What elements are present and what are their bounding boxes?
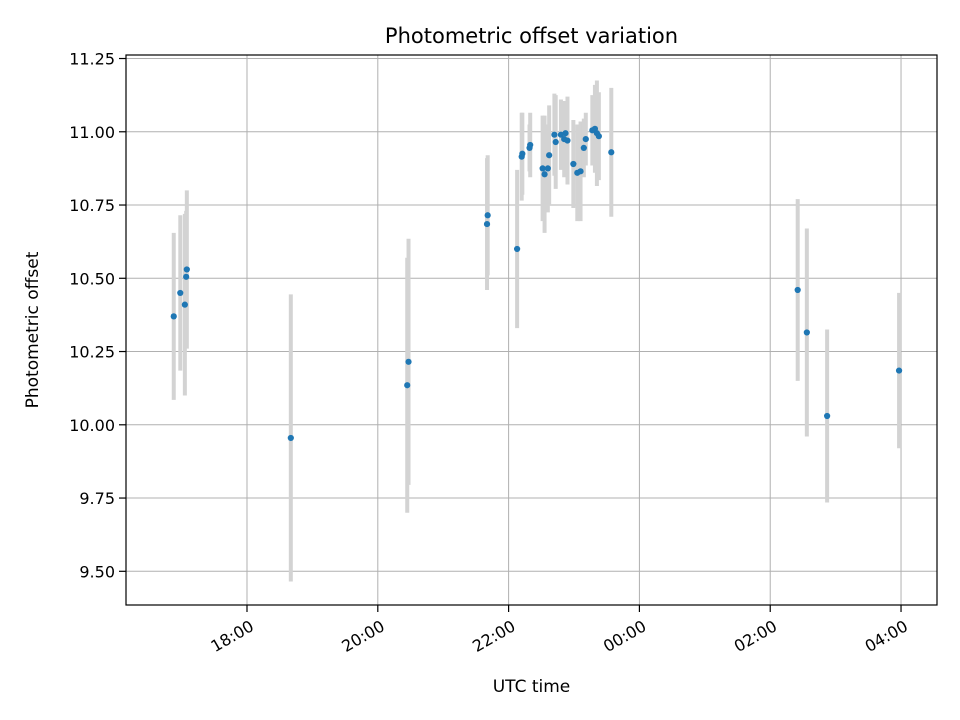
data-point xyxy=(803,329,810,336)
data-point xyxy=(562,130,569,137)
data-point xyxy=(183,273,190,280)
y-tick-label: 10.00 xyxy=(69,416,115,435)
y-tick-label: 9.75 xyxy=(79,489,115,508)
data-point xyxy=(582,135,589,143)
data-point xyxy=(570,160,577,168)
data-point xyxy=(514,245,521,253)
data-point xyxy=(895,367,903,374)
data-point xyxy=(183,266,190,273)
y-tick-label: 10.50 xyxy=(69,269,115,288)
data-point xyxy=(551,131,558,138)
data-point xyxy=(608,149,615,156)
data-point xyxy=(404,382,411,389)
data-point xyxy=(484,212,491,219)
data-point xyxy=(483,220,491,228)
data-point xyxy=(546,152,553,159)
chart-title: Photometric offset variation xyxy=(385,24,678,48)
plot-frame xyxy=(125,54,938,606)
y-tick-label: 11.00 xyxy=(69,123,115,142)
x-axis-label: UTC time xyxy=(493,677,571,697)
data-point xyxy=(405,358,412,365)
data-point xyxy=(170,313,177,320)
data-point xyxy=(177,289,184,297)
data-point xyxy=(552,138,559,146)
y-tick-label: 9.50 xyxy=(79,562,115,581)
data-point xyxy=(580,144,587,151)
data-point xyxy=(595,133,602,140)
data-point xyxy=(794,286,801,294)
data-point xyxy=(544,165,551,172)
y-tick-label: 11.25 xyxy=(69,50,115,69)
data-point xyxy=(564,137,571,144)
data-point xyxy=(541,171,548,178)
data-point xyxy=(287,434,294,442)
data-point xyxy=(181,301,188,308)
y-axis-ticks: 9.50 9.75 10.00 10.25 10.50 10.75 11.00 11.25 xyxy=(69,50,126,581)
data-point xyxy=(519,150,526,157)
data-points xyxy=(170,125,903,442)
data-point xyxy=(577,168,584,175)
grid-lines xyxy=(126,55,937,605)
data-point xyxy=(527,141,534,149)
data-point xyxy=(824,412,831,420)
data-point xyxy=(539,165,546,172)
y-tick-label: 10.75 xyxy=(69,196,115,215)
y-tick-label: 10.25 xyxy=(69,343,115,362)
y-axis-label: Photometric offset xyxy=(23,251,43,408)
